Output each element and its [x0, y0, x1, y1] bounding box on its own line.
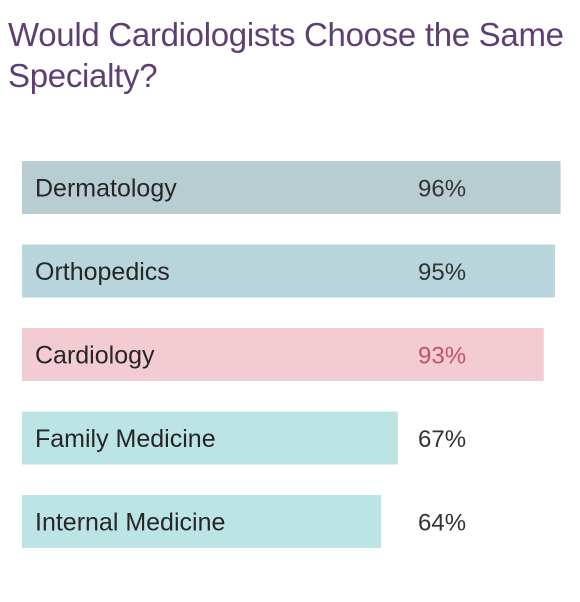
- bar: [22, 495, 382, 548]
- bar: [22, 411, 398, 465]
- bar-group-dermatology: Dermatology 96%: [22, 161, 561, 214]
- category-label: Cardiology: [35, 342, 155, 370]
- category-label: Dermatology: [35, 175, 177, 203]
- category-label: Family Medicine: [35, 425, 216, 453]
- bar-group-orthopedics: Orthopedics 95%: [22, 244, 555, 298]
- value-label: 96%: [418, 176, 466, 203]
- value-label: 93%: [418, 343, 466, 370]
- bar-group-internal-medicine: Internal Medicine 64%: [22, 495, 466, 548]
- bar: [22, 161, 561, 214]
- value-label: 67%: [418, 426, 466, 453]
- category-label: Orthopedics: [35, 258, 170, 286]
- bar-group-cardiology: Cardiology 93%: [22, 328, 544, 381]
- value-label: 64%: [418, 510, 466, 537]
- value-label: 95%: [418, 259, 466, 286]
- bar: [22, 328, 544, 381]
- chart-title: Would Cardiologists Choose the Same Spec…: [8, 16, 564, 94]
- bar-group-family-medicine: Family Medicine 67%: [22, 411, 466, 465]
- category-label: Internal Medicine: [35, 509, 225, 537]
- bar: [22, 244, 555, 298]
